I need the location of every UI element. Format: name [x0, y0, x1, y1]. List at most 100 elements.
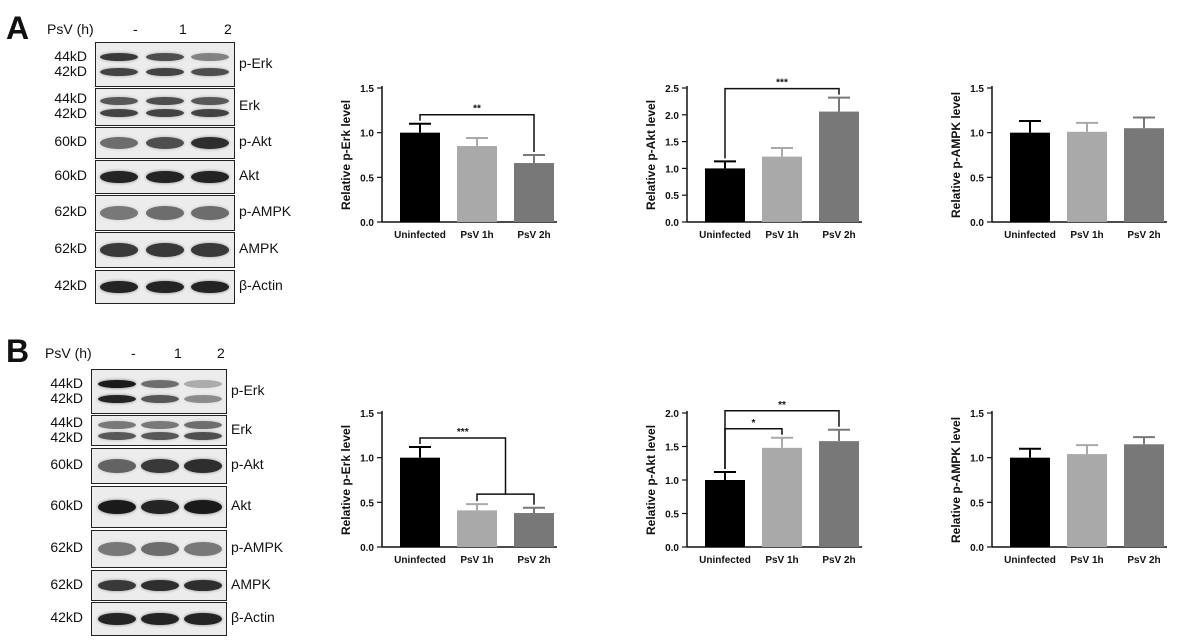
blot-band	[146, 96, 184, 105]
protein-label: p-Erk	[231, 381, 265, 398]
blot-band	[141, 431, 179, 440]
blot-band	[146, 243, 184, 257]
blot-band	[98, 612, 136, 626]
molecular-weight-label: 60kD	[0, 168, 87, 183]
category-label: PsV 1h	[765, 555, 798, 566]
bar	[819, 441, 859, 547]
bar	[457, 146, 497, 222]
bar	[1067, 454, 1107, 547]
protein-label: Akt	[239, 167, 260, 183]
category-label: PsV 2h	[517, 230, 550, 241]
y-tick-label: 2.0	[665, 409, 679, 420]
blot-strip	[91, 448, 227, 484]
y-tick-label: 1.5	[665, 443, 679, 454]
blot-band	[100, 170, 138, 184]
blot-band	[191, 68, 229, 77]
significance-bracket	[724, 87, 840, 159]
blot-band	[191, 280, 229, 294]
y-tick-label: 0.0	[360, 543, 374, 554]
significance-label: *	[752, 418, 756, 429]
kd-value: 62kD	[54, 203, 87, 219]
blot-strip	[95, 160, 235, 194]
kd-value: 44kD	[54, 47, 87, 64]
chart-a-p-ampk: 0.0 0.5 1.0 1.5 Relative p-AMPK level Uninfec…	[949, 84, 1167, 241]
blot-band	[98, 379, 136, 388]
protein-label: p-Akt	[239, 133, 272, 149]
bar	[1010, 457, 1050, 547]
blot-band	[100, 206, 138, 220]
y-tick-label: 1.0	[360, 454, 374, 465]
category-label: PsV 2h	[822, 230, 855, 241]
blot-band	[100, 243, 138, 257]
y-axis-label: Relative p-Akt level	[644, 100, 658, 210]
bar	[1124, 128, 1164, 222]
y-tick-label: 1.5	[360, 409, 374, 420]
blot-band	[191, 137, 229, 149]
blot-band	[191, 170, 229, 184]
blot-band	[184, 612, 222, 626]
lane-label: -	[133, 21, 138, 37]
y-tick-label: 0.5	[665, 191, 679, 202]
blot-band	[184, 379, 222, 388]
blot-band	[141, 612, 179, 626]
blot-band	[141, 459, 179, 473]
significance-label: ***	[776, 78, 788, 89]
kd-value: 60kD	[50, 456, 83, 472]
kd-value: 60kD	[50, 497, 83, 513]
blot-band	[100, 52, 138, 61]
kd-value: 62kD	[50, 539, 83, 555]
blot-strip	[95, 195, 235, 231]
blot-strip	[91, 415, 227, 446]
bar	[514, 513, 554, 547]
protein-label: Akt	[231, 497, 252, 513]
y-tick-label: 1.5	[970, 84, 984, 95]
kd-value: 44kD	[50, 413, 83, 430]
bar	[705, 480, 745, 547]
molecular-weight-label: 62kD	[0, 540, 83, 555]
y-tick-label: 1.5	[665, 138, 679, 149]
significance-label: **	[473, 104, 481, 115]
significance-bracket	[419, 113, 535, 152]
blot-band	[98, 395, 136, 404]
blot-band	[184, 395, 222, 404]
category-label: PsV 2h	[822, 555, 855, 566]
y-tick-label: 2.0	[665, 111, 679, 122]
bar	[400, 457, 440, 547]
blot-band	[191, 52, 229, 61]
chart-b-p-akt: 0.0 0.5 1.0 1.5 2.0 Relative p-Akt level Uninf…	[644, 400, 862, 566]
blot-band	[146, 52, 184, 61]
protein-label: p-Erk	[239, 54, 273, 71]
blot-band	[98, 500, 136, 514]
chart-a-p-akt: 0.0 0.5 1.0 1.5 2.0 2.5 Relative p-Akt level Un…	[644, 78, 862, 241]
significance-bracket	[419, 437, 507, 495]
lane-label: 2	[224, 21, 232, 37]
lane-label: 1	[179, 21, 187, 37]
category-label: PsV 2h	[1127, 555, 1160, 566]
category-label: Uninfected	[394, 555, 446, 566]
protein-label: p-AMPK	[239, 203, 292, 219]
blot-strip	[91, 369, 227, 414]
blot-band	[141, 579, 179, 592]
treatment-label: PsV (h)	[45, 345, 92, 361]
molecular-weight-label: 62kD	[0, 204, 87, 219]
y-tick-label: 0.0	[665, 218, 679, 229]
molecular-weight-label: 44kD 42kD	[0, 374, 83, 406]
blot-band	[184, 542, 222, 556]
molecular-weight-label: 44kD 42kD	[0, 91, 87, 121]
bar	[819, 111, 859, 222]
blot-strip	[95, 270, 235, 304]
blot-band	[100, 137, 138, 149]
molecular-weight-label: 60kD	[0, 498, 83, 513]
y-axis-label: Relative p-Erk level	[339, 425, 353, 535]
protein-label: AMPK	[231, 575, 271, 592]
molecular-weight-label: 60kD	[0, 134, 87, 149]
panel-letter: B	[6, 333, 30, 369]
category-label: Uninfected	[699, 555, 751, 566]
bar	[1124, 444, 1164, 547]
blot-band	[98, 431, 136, 440]
protein-label: Erk	[231, 420, 252, 437]
y-tick-label: 1.5	[360, 84, 374, 95]
kd-value: 44kD	[50, 374, 83, 391]
bar	[762, 156, 802, 222]
kd-value: 42kD	[50, 428, 83, 445]
